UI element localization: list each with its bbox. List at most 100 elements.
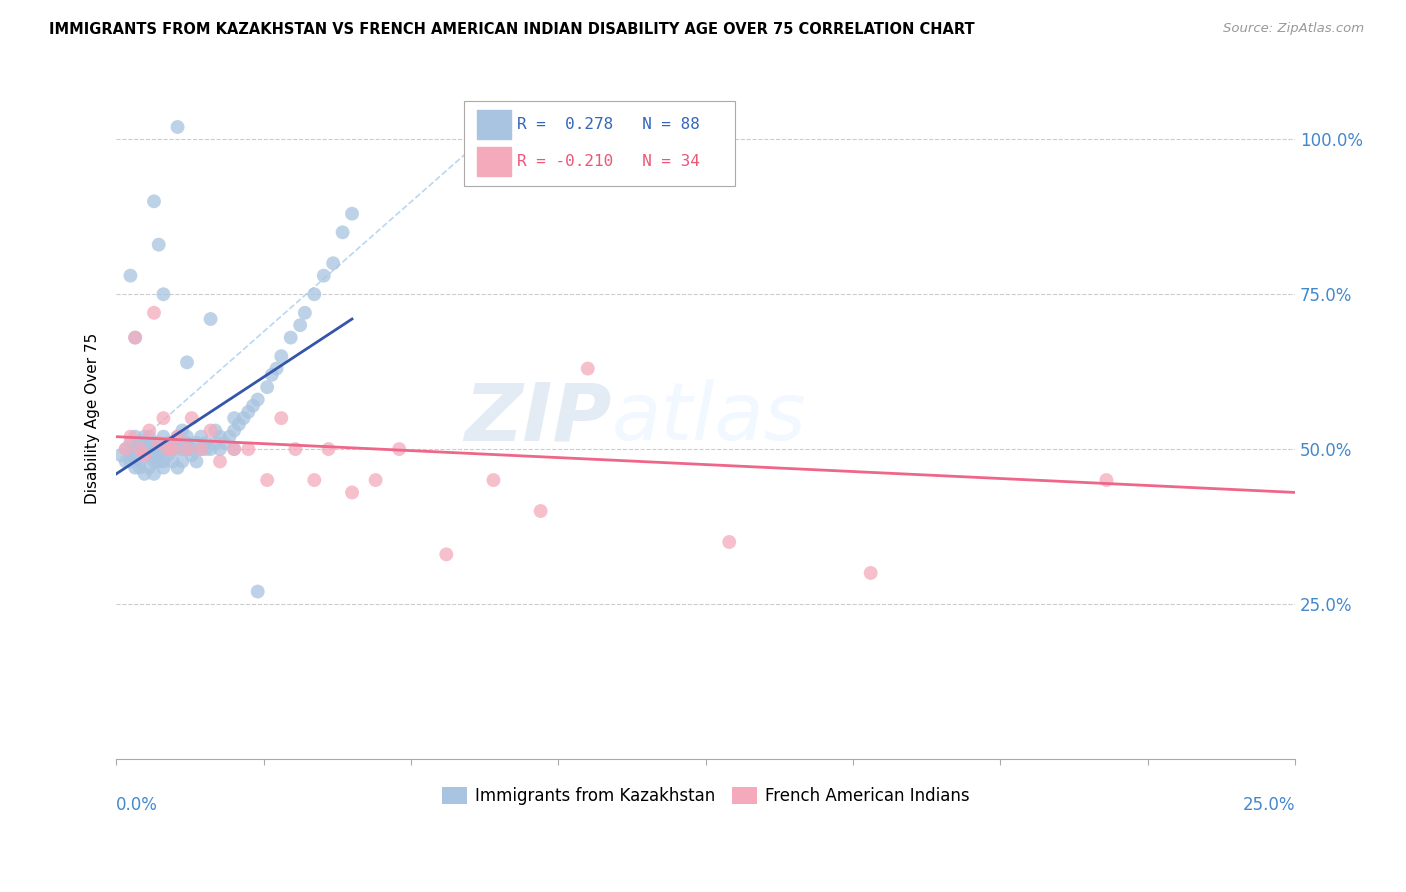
Point (322, 256, 344, 270)
Point (120, 448, 142, 462)
Point (176, 430, 198, 444)
Point (256, 473, 278, 487)
Point (270, 349, 292, 363)
Point (256, 380, 278, 394)
Point (152, 454, 174, 468)
Point (232, 411, 254, 425)
Point (246, 584, 269, 599)
Text: ZIP: ZIP (464, 379, 612, 457)
Point (270, 411, 292, 425)
Point (124, 430, 146, 444)
Point (143, 306, 166, 320)
Point (180, 411, 202, 425)
Point (318, 442, 340, 456)
Point (190, 442, 212, 456)
Point (124, 330, 146, 344)
Point (190, 430, 212, 444)
Point (143, 442, 166, 456)
Point (172, 454, 194, 468)
Text: atlas: atlas (612, 379, 806, 457)
Text: 0.0%: 0.0% (117, 797, 157, 814)
Point (157, 442, 180, 456)
Point (218, 430, 240, 444)
Point (224, 442, 246, 456)
Point (138, 424, 160, 438)
Point (166, 120, 188, 134)
Point (128, 442, 150, 456)
Point (148, 237, 170, 252)
Point (246, 392, 269, 407)
Point (152, 411, 174, 425)
Point (124, 448, 146, 462)
Point (186, 436, 208, 450)
Text: R = -0.210   N = 34: R = -0.210 N = 34 (517, 153, 700, 169)
Point (128, 436, 150, 450)
Point (224, 411, 246, 425)
Point (143, 467, 166, 481)
Y-axis label: Disability Age Over 75: Disability Age Over 75 (86, 333, 100, 504)
Point (172, 424, 194, 438)
Text: R =  0.278   N = 88: R = 0.278 N = 88 (517, 117, 700, 132)
Point (186, 454, 208, 468)
Point (228, 417, 250, 432)
Point (152, 442, 174, 456)
Point (128, 442, 150, 456)
Point (238, 405, 260, 419)
Point (260, 368, 283, 382)
Point (340, 485, 363, 500)
Point (143, 436, 166, 450)
Point (138, 460, 160, 475)
Point (204, 436, 226, 450)
Point (134, 467, 156, 481)
Point (114, 454, 136, 468)
Point (166, 442, 188, 456)
Point (152, 287, 174, 301)
Point (718, 535, 741, 549)
Point (224, 442, 246, 456)
Point (162, 436, 184, 450)
Point (162, 442, 184, 456)
Point (204, 424, 226, 438)
Point (166, 460, 188, 475)
Point (110, 448, 132, 462)
Point (138, 430, 160, 444)
Point (200, 424, 222, 438)
Point (180, 442, 202, 456)
Point (194, 442, 217, 456)
Point (157, 448, 180, 462)
Point (200, 442, 222, 456)
Point (180, 448, 202, 462)
Point (143, 448, 166, 462)
Point (138, 448, 160, 462)
Point (152, 430, 174, 444)
Point (143, 454, 166, 468)
Point (166, 430, 188, 444)
Point (162, 442, 184, 456)
Point (224, 424, 246, 438)
Point (304, 473, 326, 487)
Point (388, 442, 411, 456)
Point (128, 460, 150, 475)
Point (284, 442, 307, 456)
Point (176, 442, 198, 456)
Point (124, 442, 146, 456)
Point (148, 436, 170, 450)
Point (172, 442, 194, 456)
Point (162, 454, 184, 468)
Point (576, 361, 599, 376)
Point (280, 330, 302, 344)
Point (124, 460, 146, 475)
Point (1095, 473, 1118, 487)
Point (157, 436, 180, 450)
Point (288, 318, 311, 333)
Point (242, 399, 264, 413)
Point (134, 430, 156, 444)
Point (208, 442, 231, 456)
Point (214, 436, 236, 450)
FancyBboxPatch shape (477, 110, 512, 139)
FancyBboxPatch shape (477, 147, 512, 176)
Text: Source: ZipAtlas.com: Source: ZipAtlas.com (1223, 22, 1364, 36)
Point (200, 312, 222, 326)
Point (148, 442, 170, 456)
Point (176, 442, 198, 456)
